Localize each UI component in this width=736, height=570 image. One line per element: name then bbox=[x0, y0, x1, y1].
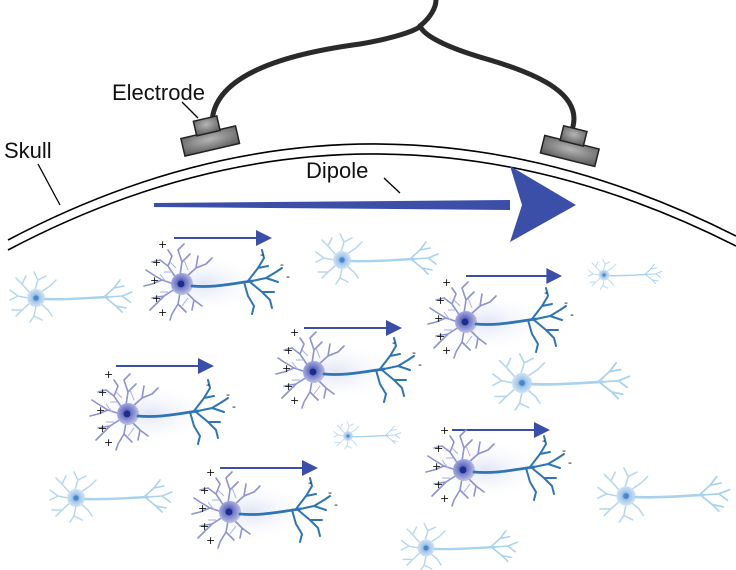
positive-charge-sign: + bbox=[434, 312, 443, 325]
electrode-cap bbox=[559, 124, 588, 148]
negative-charge-sign: - bbox=[544, 286, 548, 299]
negative-charge-sign: - bbox=[206, 378, 210, 391]
positive-charge-sign: + bbox=[442, 276, 451, 289]
positive-charge-sign: + bbox=[436, 330, 445, 343]
wire-right bbox=[417, 23, 577, 133]
skull-label: Skull bbox=[4, 138, 52, 163]
positive-charge-sign: + bbox=[440, 424, 449, 437]
positive-charge-sign: + bbox=[152, 256, 161, 269]
faded-neuron-icon bbox=[480, 352, 631, 412]
positive-charge-sign: + bbox=[98, 422, 107, 435]
skull-leader-line bbox=[37, 163, 61, 206]
positive-charge-sign: + bbox=[150, 274, 159, 287]
charge-signs: +++++--- +++++---+++++---+++++---+++++---… bbox=[96, 238, 574, 547]
skull-outer-line bbox=[7, 143, 736, 241]
positive-charge-sign: + bbox=[198, 502, 207, 515]
wire-top bbox=[417, 0, 439, 29]
electrode-label: Electrode bbox=[112, 80, 205, 105]
arrow-right-icon bbox=[219, 459, 319, 477]
positive-charge-sign: + bbox=[290, 394, 299, 407]
positive-charge-sign: + bbox=[436, 294, 445, 307]
dipole-label: Dipole bbox=[306, 158, 369, 183]
faded-neuron-icon bbox=[38, 470, 174, 524]
negative-charge-sign: - bbox=[412, 346, 416, 359]
negative-charge-sign: - bbox=[542, 434, 546, 447]
positive-charge-sign: + bbox=[282, 362, 291, 375]
arrow-right-icon bbox=[173, 229, 273, 247]
negative-charge-sign: - bbox=[226, 388, 230, 401]
electrode-wires bbox=[209, 0, 577, 133]
positive-charge-sign: + bbox=[158, 238, 167, 251]
skull bbox=[7, 143, 736, 251]
positive-charge-sign: + bbox=[152, 292, 161, 305]
positive-charge-sign: + bbox=[158, 306, 167, 319]
positive-charge-sign: + bbox=[206, 534, 215, 547]
negative-charge-sign: - bbox=[232, 400, 236, 413]
positive-charge-sign: + bbox=[200, 520, 209, 533]
dipole-arrow bbox=[154, 166, 576, 242]
arrow-right-icon bbox=[303, 319, 403, 337]
faded-neuron-icon bbox=[304, 232, 440, 286]
electrode-leader-line bbox=[181, 101, 199, 119]
electrode-right bbox=[539, 124, 601, 168]
faded-neuron-icon bbox=[581, 258, 663, 291]
negative-charge-sign: - bbox=[308, 476, 312, 489]
positive-charge-sign: + bbox=[104, 436, 113, 449]
faded-neuron-icon bbox=[390, 522, 519, 570]
negative-charge-sign: - bbox=[280, 258, 284, 271]
dipole-arrowhead bbox=[510, 166, 576, 242]
positive-charge-sign: + bbox=[200, 484, 209, 497]
positive-charge-sign: + bbox=[284, 380, 293, 393]
positive-charge-sign: + bbox=[434, 478, 443, 491]
electrode-left bbox=[180, 114, 241, 157]
arrow-right-icon bbox=[115, 357, 215, 375]
positive-charge-sign: + bbox=[96, 404, 105, 417]
negative-charge-sign: - bbox=[334, 498, 338, 511]
faded-neuron-icon bbox=[327, 421, 402, 450]
arrow-right-icon bbox=[154, 200, 510, 210]
positive-charge-sign: + bbox=[98, 386, 107, 399]
negative-charge-sign: - bbox=[418, 358, 422, 371]
positive-charge-sign: + bbox=[206, 466, 215, 479]
wire-left bbox=[209, 23, 423, 125]
positive-charge-sign: + bbox=[284, 344, 293, 357]
positive-charge-sign: + bbox=[290, 326, 299, 339]
negative-charge-sign: - bbox=[328, 486, 332, 499]
positive-charge-sign: + bbox=[432, 460, 441, 473]
negative-charge-sign: - bbox=[392, 336, 396, 349]
faded-neuron-icon bbox=[0, 270, 134, 324]
faded-neuron-icon bbox=[585, 466, 731, 524]
positive-charge-sign: + bbox=[434, 442, 443, 455]
positive-charge-sign: + bbox=[104, 368, 113, 381]
negative-charge-sign: - bbox=[570, 308, 574, 321]
positive-charge-sign: + bbox=[440, 492, 449, 505]
skull-inner-line bbox=[7, 153, 736, 251]
arrow-right-icon bbox=[465, 267, 564, 285]
dipole-leader-line bbox=[383, 177, 401, 194]
electrode-cap bbox=[192, 114, 222, 137]
negative-charge-sign: - bbox=[260, 248, 264, 261]
negative-charge-sign: - bbox=[562, 444, 566, 457]
negative-charge-sign: - bbox=[286, 270, 290, 283]
positive-charge-sign: + bbox=[442, 344, 451, 357]
negative-charge-sign: - bbox=[568, 456, 572, 469]
negative-charge-sign: - bbox=[564, 296, 568, 309]
